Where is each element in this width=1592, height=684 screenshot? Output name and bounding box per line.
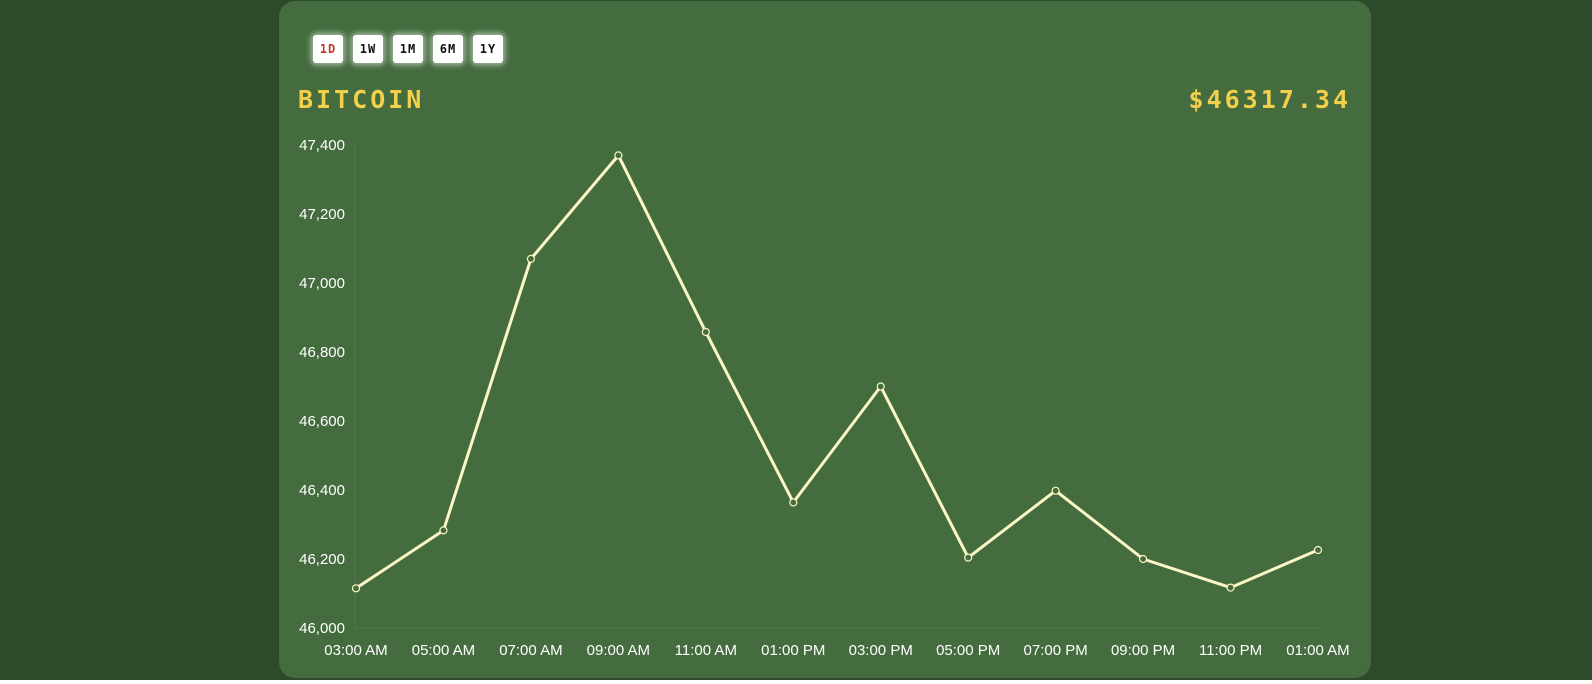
price-card: 1D 1W 1M 6M 1Y BITCOIN $46317.34 46,000 4…	[279, 1, 1371, 678]
coin-price: $46317.34	[1188, 85, 1351, 114]
data-point	[1138, 554, 1148, 564]
x-tick-label: 07:00 AM	[499, 642, 562, 659]
data-point	[876, 382, 885, 391]
y-tick-label: 46,400	[299, 482, 345, 499]
coin-name: BITCOIN	[298, 85, 425, 114]
y-tick-label: 47,000	[299, 275, 345, 292]
x-tick-label: 01:00 AM	[1286, 642, 1349, 659]
x-tick-label: 05:00 PM	[936, 642, 1000, 659]
data-point	[1226, 583, 1235, 592]
x-tick-label: 03:00 AM	[324, 642, 387, 659]
price-line-chart: 46,000 46,200 46,400 46,600 46,800 47,000 47,2…	[299, 137, 1350, 659]
data-point	[1313, 545, 1323, 555]
y-tick-label: 46,000	[299, 620, 345, 637]
series-line	[354, 153, 1320, 590]
data-point	[439, 526, 448, 535]
x-tick-label: 07:00 PM	[1024, 642, 1088, 659]
data-point	[614, 151, 623, 160]
range-button-1m[interactable]: 1M	[393, 35, 423, 63]
range-button-1y[interactable]: 1Y	[473, 35, 503, 63]
x-tick-label: 09:00 AM	[587, 642, 650, 659]
y-tick-label: 47,400	[299, 137, 345, 154]
data-point	[351, 584, 361, 593]
y-tick-label: 47,200	[299, 206, 345, 223]
x-tick-label: 05:00 AM	[412, 642, 475, 659]
range-button-6m[interactable]: 6M	[433, 35, 463, 63]
range-button-1w[interactable]: 1W	[353, 35, 383, 63]
data-point	[789, 498, 798, 507]
x-tick-label: 11:00 PM	[1199, 642, 1262, 659]
y-tick-label: 46,600	[299, 413, 345, 430]
y-tick-label: 46,800	[299, 344, 345, 361]
data-point	[1051, 486, 1060, 495]
data-point	[964, 553, 973, 562]
x-tick-label: 09:00 PM	[1111, 642, 1175, 659]
time-range-selector: 1D 1W 1M 6M 1Y	[313, 35, 503, 63]
y-tick-label: 46,200	[299, 551, 345, 568]
range-button-1d[interactable]: 1D	[313, 35, 343, 63]
x-tick-label: 01:00 PM	[761, 642, 825, 659]
data-point	[526, 254, 536, 263]
x-tick-label: 03:00 PM	[849, 642, 913, 659]
data-point	[701, 327, 710, 337]
x-tick-label: 11:00 AM	[675, 642, 737, 659]
